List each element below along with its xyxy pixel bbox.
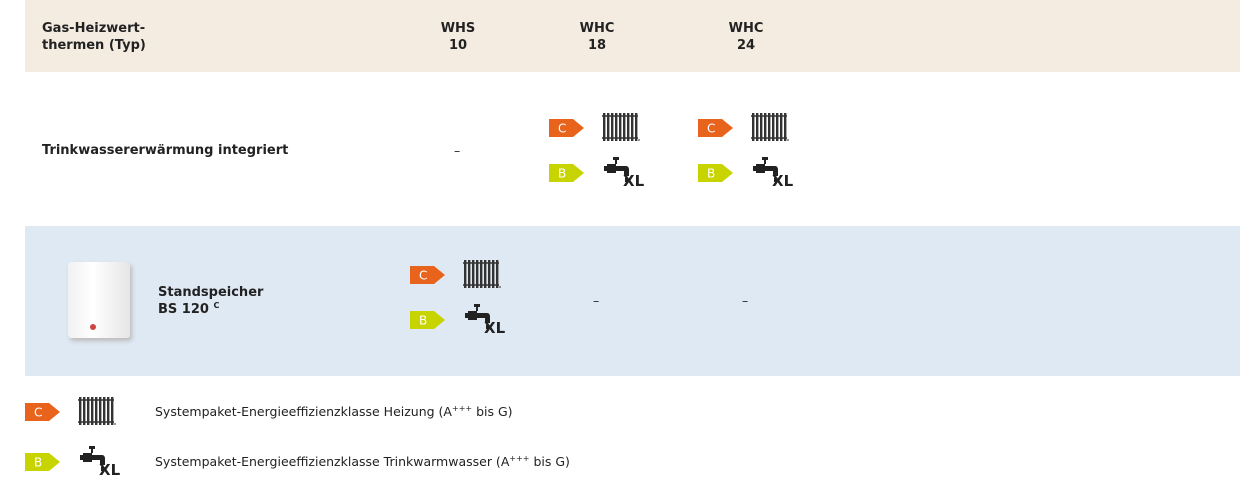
legend-text: Systempaket-Energieeffizienzklasse Trink… [155,454,570,469]
legend-tail: bis G) [472,404,513,419]
class-letter: C [558,122,566,136]
radiator-icon [602,113,640,141]
empty-cell: – [454,143,461,158]
empty-cell: – [742,293,749,308]
class-letter: B [558,167,566,181]
class-letter: B [707,167,715,181]
tap-icon [604,157,629,182]
storage-tank-image [68,262,130,338]
class-letter: C [707,122,715,136]
row-label: Trinkwassererwärmung integriert [42,143,289,158]
size-label: XL [484,319,506,337]
tap-icon [465,304,490,329]
tap-icon [753,157,778,182]
row-band [25,226,1240,376]
column-number: 10 [448,38,468,53]
class-badge: C [410,266,445,284]
column-number: 24 [736,38,756,53]
column-name: WHS [440,21,476,36]
radiator-icon [463,260,501,288]
row-label-sup: C [213,301,220,310]
class-letter: C [419,269,427,283]
legend-sup: +++ [451,404,473,413]
row-label: Standspeicher [158,285,264,300]
class-badge: B [698,164,733,182]
legend-tail: bis G) [529,454,570,469]
legend-text: Systempaket-Energieeffizienzklasse Heizu… [155,404,513,419]
class-letter: B [419,314,427,328]
size-label: XL [623,172,645,190]
column-name: WHC [579,21,615,36]
tap-icon [80,446,105,471]
class-badge: C [549,119,584,137]
class-letter: B [34,456,42,470]
header-title: thermen (Typ) [42,38,146,53]
radiator-icon [751,113,789,141]
legend-sup: +++ [509,454,530,463]
class-letter: C [34,406,42,420]
class-badge: B [410,311,445,329]
class-badge: B [549,164,584,182]
size-label: XL [772,172,794,190]
header-title: Gas-Heizwert- [42,21,146,36]
row-label: BS 120 C [158,301,220,317]
column-number: 18 [587,38,607,53]
column-name: WHC [728,21,764,36]
empty-cell: – [593,293,600,308]
header-band [25,0,1240,72]
class-badge: B [25,453,60,471]
class-badge: C [698,119,733,137]
radiator-icon [78,397,116,425]
tank-light [90,324,96,330]
size-label: XL [99,461,121,479]
class-badge: C [25,403,60,421]
